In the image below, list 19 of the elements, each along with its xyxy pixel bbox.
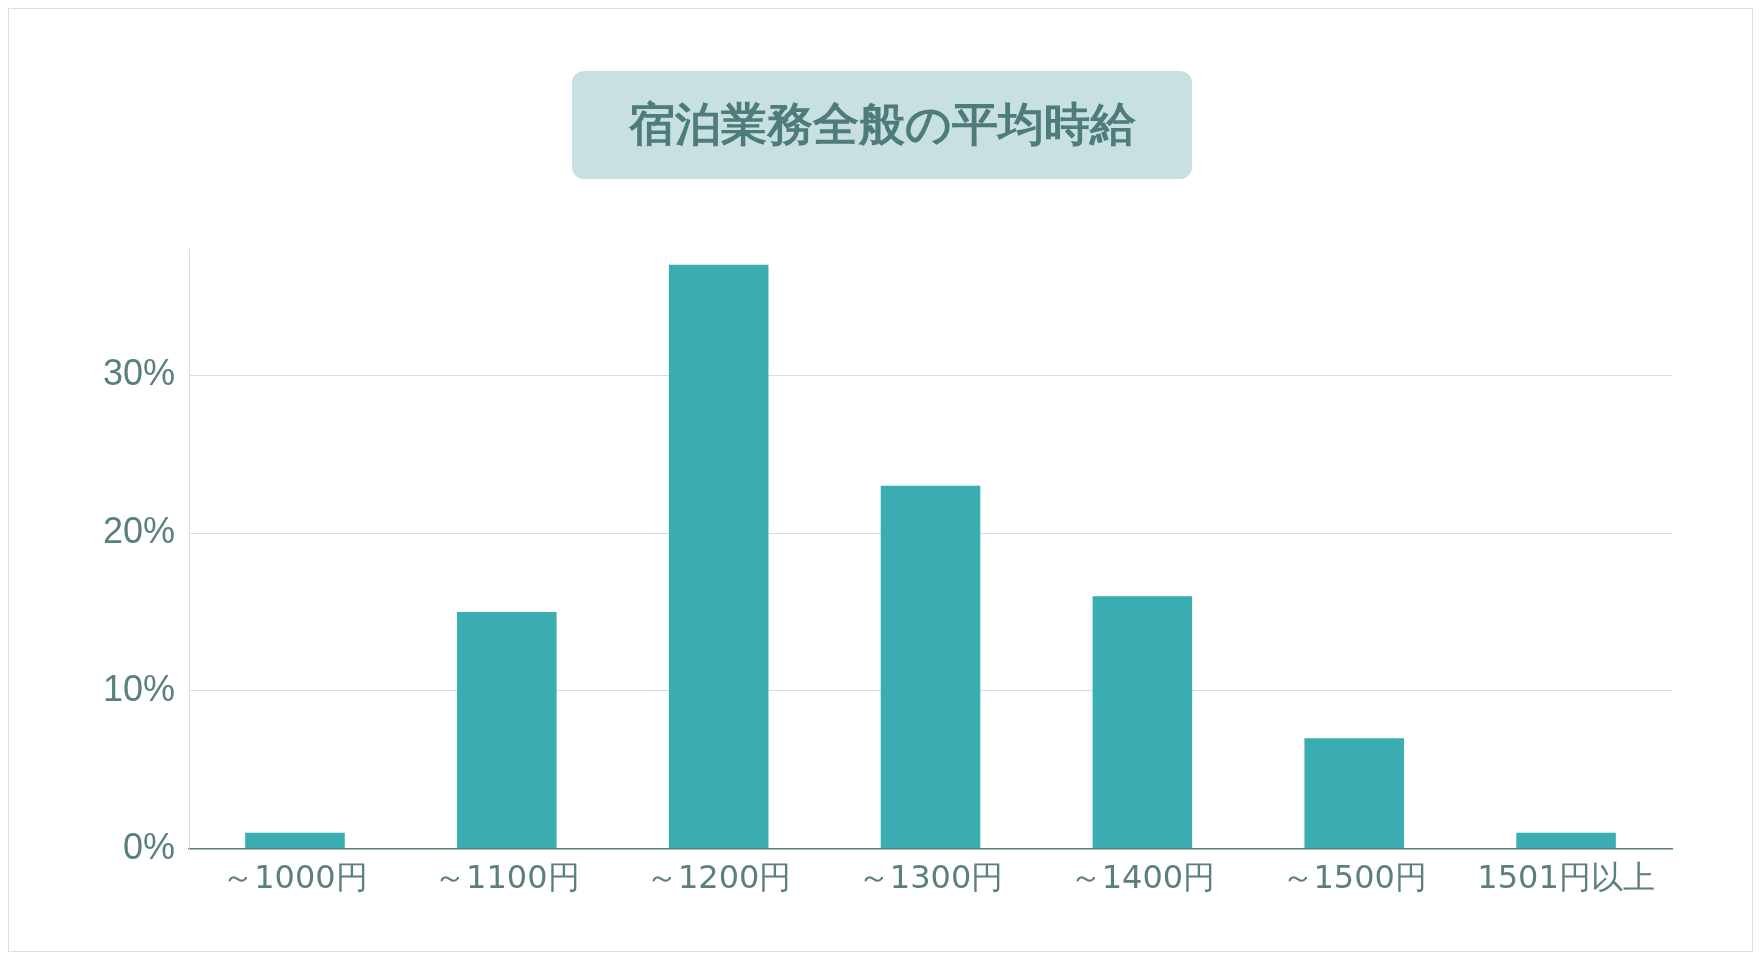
bar [1304, 738, 1405, 849]
x-tick-label: ～1300円 [857, 858, 1004, 897]
x-tick-label: ～1500円 [1281, 858, 1427, 897]
bar [457, 611, 557, 849]
y-tick-label: 30% [102, 352, 176, 394]
y-tick-label: 10% [102, 667, 176, 709]
x-tick-label: ～1100円 [434, 858, 580, 897]
y-tick-label: 20% [102, 509, 176, 551]
x-tick-label: ～1400円 [1069, 858, 1216, 897]
bar [668, 264, 769, 849]
bar [880, 485, 981, 849]
x-tick-label: ～1200円 [645, 858, 792, 897]
y-tick-label: 0% [123, 825, 176, 867]
bar [1516, 832, 1616, 849]
bar [1092, 596, 1193, 849]
chart-title: 宿泊業務全般の平均時給 [572, 71, 1192, 179]
x-tick-label: ～1000円 [222, 858, 368, 897]
bar [245, 832, 345, 849]
x-tick-label: 1501円以上 [1477, 858, 1655, 897]
